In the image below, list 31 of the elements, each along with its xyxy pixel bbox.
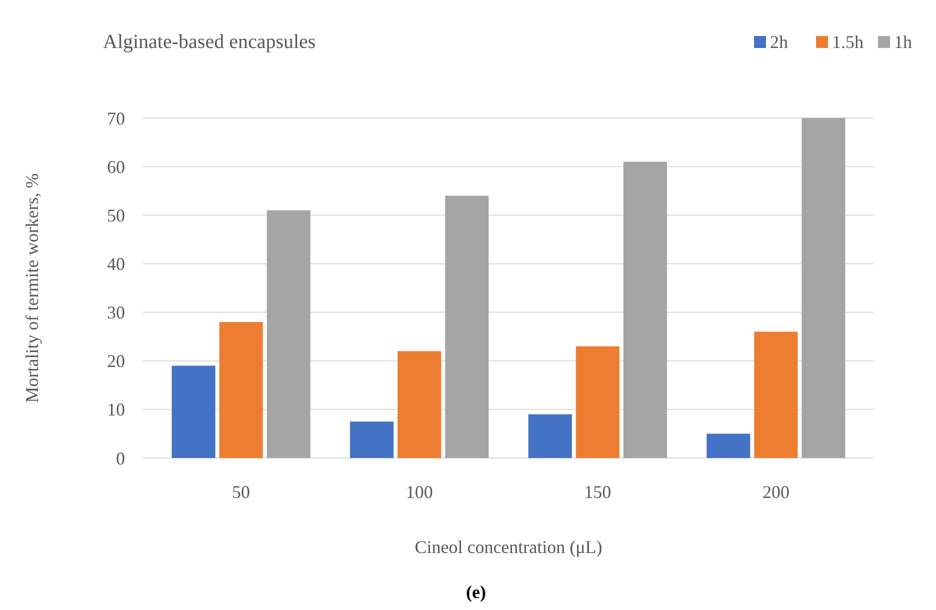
y-tick-label: 20 — [107, 351, 125, 372]
chart-title: Alginate-based encapsules — [103, 31, 316, 53]
x-tick-label: 100 — [406, 482, 433, 502]
bar — [445, 196, 489, 458]
legend-label: 1.5h — [832, 32, 864, 52]
bar — [576, 346, 620, 458]
y-tick-label: 70 — [107, 108, 125, 128]
bar — [623, 162, 667, 458]
x-tick-label: 50 — [232, 482, 250, 502]
bar — [706, 434, 750, 458]
y-tick-label: 50 — [107, 205, 125, 226]
x-tick-label: 200 — [762, 482, 790, 502]
bar — [172, 366, 216, 458]
bar — [398, 351, 442, 458]
y-axis-title: Mortality of termite workers, % — [22, 173, 42, 403]
y-tick-label: 40 — [107, 254, 125, 274]
y-tick-label: 60 — [107, 156, 125, 177]
bar — [528, 414, 572, 458]
bar — [219, 322, 263, 458]
bar — [266, 210, 310, 458]
x-axis-title: Cineol concentration (μL) — [414, 537, 602, 557]
x-tick-label: 150 — [584, 482, 612, 502]
y-tick-label: 30 — [107, 302, 125, 323]
legend-label: 2h — [770, 32, 788, 52]
y-tick-label: 10 — [107, 400, 125, 420]
bar — [802, 118, 846, 458]
bar — [350, 422, 394, 458]
y-tick-label: 0 — [116, 448, 125, 468]
bar — [754, 332, 798, 458]
legend-label: 1h — [894, 32, 912, 52]
text: (e) — [466, 582, 486, 602]
